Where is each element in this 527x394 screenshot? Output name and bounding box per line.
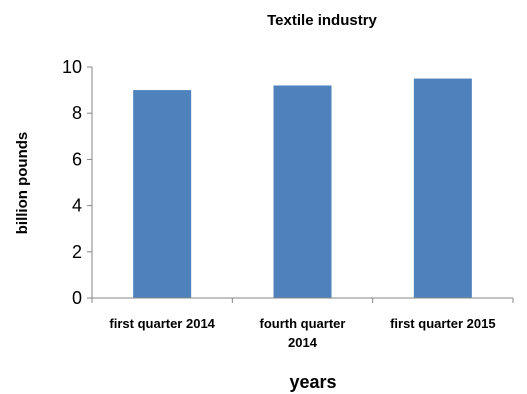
bar-1 (133, 90, 192, 298)
y-tick-labels: 0 2 4 6 8 10 (62, 57, 82, 308)
y-tick-label: 6 (72, 149, 82, 169)
y-axis-label: billion pounds (14, 132, 31, 234)
y-tick-label: 2 (72, 242, 82, 262)
axes-group (87, 66, 514, 303)
y-tick-label: 4 (72, 196, 82, 216)
x-tick-label: first quarter 2015 (390, 316, 496, 331)
bar-3 (413, 78, 472, 298)
x-tick-label: fourth quarter 2014 (260, 316, 346, 350)
bar-2 (273, 85, 332, 298)
x-tick-labels: first quarter 2014 fourth quarter 2014 firs… (109, 316, 495, 350)
y-tick-label: 8 (72, 103, 82, 123)
y-tick-label: 10 (62, 57, 82, 77)
y-tick-label: 0 (72, 288, 82, 308)
x-axis-label: years (289, 372, 336, 392)
chart-title: Textile industry (267, 12, 377, 29)
bars-group (133, 78, 472, 298)
x-tick-label: first quarter 2014 (109, 316, 215, 331)
